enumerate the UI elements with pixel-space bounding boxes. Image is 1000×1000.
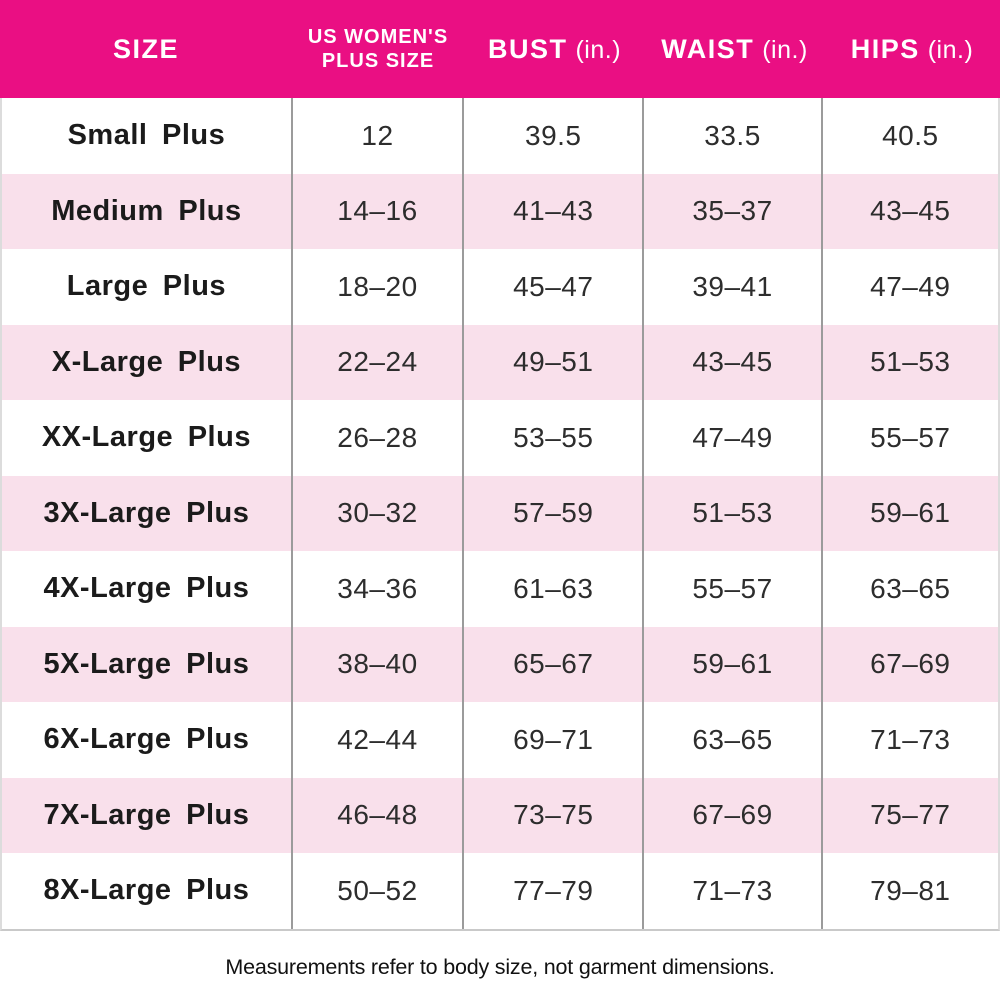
bust-cell: 61–63 xyxy=(464,551,645,627)
header-unit-hips: (in.) xyxy=(927,35,974,64)
hips-cell: 51–53 xyxy=(870,346,951,378)
header-label-plus-size: PLUS SIZE xyxy=(321,50,435,72)
header-unit-bust: (in.) xyxy=(575,35,622,64)
bust-cell: 49–51 xyxy=(464,324,645,400)
hips-cell: 59–61 xyxy=(870,497,951,529)
measurement-note: Measurements refer to body size, not gar… xyxy=(225,954,775,979)
waist-cell: 43–45 xyxy=(644,324,823,400)
size-cell: 3X-Large Plus xyxy=(2,475,293,551)
bust-cell: 77–79 xyxy=(464,853,645,929)
header-label-size: SIZE xyxy=(112,33,179,64)
waist-cell: 67–69 xyxy=(644,777,823,853)
table-row: 8X-Large Plus 50–52 77–79 71–73 79–81 xyxy=(2,853,998,929)
waist-cell: 59–61 xyxy=(644,626,823,702)
waist-cell: 33.5 xyxy=(644,98,823,174)
waist-cell: 51–53 xyxy=(644,475,823,551)
header-label-us-womens: US WOMEN'S xyxy=(307,26,449,48)
size-cell: 8X-Large Plus xyxy=(2,853,293,929)
table-row: X-Large Plus 22–24 49–51 43–45 51–53 xyxy=(2,324,998,400)
bust-cell: 69–71 xyxy=(464,702,645,778)
size-cell: Large Plus xyxy=(2,249,293,325)
bust-cell: 73–75 xyxy=(464,777,645,853)
table-row: XX-Large Plus 26–28 53–55 47–49 55–57 xyxy=(2,400,998,476)
header-label-hips: HIPS xyxy=(850,33,920,64)
size-cell: Medium Plus xyxy=(2,173,293,249)
plus-size-cell: 38–40 xyxy=(293,626,465,702)
size-cell: 7X-Large Plus xyxy=(2,777,293,853)
table-row: Small Plus 12 39.5 33.5 40.5 xyxy=(2,98,998,174)
plus-size-cell: 34–36 xyxy=(293,551,465,627)
bust-cell: 39.5 xyxy=(464,98,645,174)
hips-cell: 79–81 xyxy=(870,874,951,906)
header-cell-hips: HIPS (in.) xyxy=(824,0,1000,98)
waist-cell: 39–41 xyxy=(644,249,823,325)
hips-cell: 40.5 xyxy=(882,119,939,151)
bust-cell: 45–47 xyxy=(464,249,645,325)
size-cell: 6X-Large Plus xyxy=(2,702,293,778)
header-unit-waist: (in.) xyxy=(762,35,808,64)
size-cell: X-Large Plus xyxy=(2,324,293,400)
plus-size-cell: 14–16 xyxy=(293,173,465,249)
plus-size-cell: 30–32 xyxy=(293,475,465,551)
header-cell-us-plus-size: US WOMEN'S PLUS SIZE xyxy=(292,0,464,98)
waist-cell: 63–65 xyxy=(644,702,823,778)
size-cell: Small Plus xyxy=(2,98,293,174)
header-cell-bust: BUST (in.) xyxy=(464,0,645,98)
hips-cell: 63–65 xyxy=(870,572,951,604)
table-row: 3X-Large Plus 30–32 57–59 51–53 59–61 xyxy=(2,475,998,551)
hips-cell: 43–45 xyxy=(870,195,951,227)
bust-cell: 65–67 xyxy=(464,626,645,702)
hips-cell: 67–69 xyxy=(870,648,951,680)
table-row: 4X-Large Plus 34–36 61–63 55–57 63–65 xyxy=(2,551,998,627)
table-row: 5X-Large Plus 38–40 65–67 59–61 67–69 xyxy=(2,626,998,702)
plus-size-cell: 50–52 xyxy=(293,853,465,929)
plus-size-cell: 18–20 xyxy=(293,249,465,325)
header-label-bust: BUST xyxy=(487,33,568,64)
plus-size-cell: 46–48 xyxy=(293,777,465,853)
hips-cell: 71–73 xyxy=(870,723,951,755)
header-cell-size: SIZE xyxy=(0,0,292,98)
bust-cell: 53–55 xyxy=(464,400,645,476)
table-row: 7X-Large Plus 46–48 73–75 67–69 75–77 xyxy=(2,777,998,853)
plus-size-cell: 22–24 xyxy=(293,324,465,400)
waist-cell: 35–37 xyxy=(644,173,823,249)
waist-cell: 47–49 xyxy=(644,400,823,476)
hips-cell: 47–49 xyxy=(870,270,951,302)
table-body: Small Plus 12 39.5 33.5 40.5 Medium Plus 14–16… xyxy=(0,98,1000,931)
size-cell: XX-Large Plus xyxy=(2,400,293,476)
size-chart-table: SIZE US WOMEN'S PLUS SIZE BUST (in.) WAI… xyxy=(0,0,1000,931)
table-row: 6X-Large Plus 42–44 69–71 63–65 71–73 xyxy=(2,702,998,778)
hips-cell: 55–57 xyxy=(870,421,951,453)
waist-cell: 55–57 xyxy=(644,551,823,627)
plus-size-cell: 12 xyxy=(293,98,465,174)
bust-cell: 57–59 xyxy=(464,475,645,551)
table-header-row: SIZE US WOMEN'S PLUS SIZE BUST (in.) WAI… xyxy=(0,0,1000,98)
table-row: Medium Plus 14–16 41–43 35–37 43–45 xyxy=(2,173,998,249)
waist-cell: 71–73 xyxy=(644,853,823,929)
hips-cell: 75–77 xyxy=(870,799,951,831)
header-label-waist: WAIST xyxy=(661,33,755,64)
plus-size-cell: 26–28 xyxy=(293,400,465,476)
table-row: Large Plus 18–20 45–47 39–41 47–49 xyxy=(2,249,998,325)
bust-cell: 41–43 xyxy=(464,173,645,249)
size-cell: 4X-Large Plus xyxy=(2,551,293,627)
size-cell: 5X-Large Plus xyxy=(2,626,293,702)
header-cell-waist: WAIST (in.) xyxy=(645,0,824,98)
plus-size-cell: 42–44 xyxy=(293,702,465,778)
